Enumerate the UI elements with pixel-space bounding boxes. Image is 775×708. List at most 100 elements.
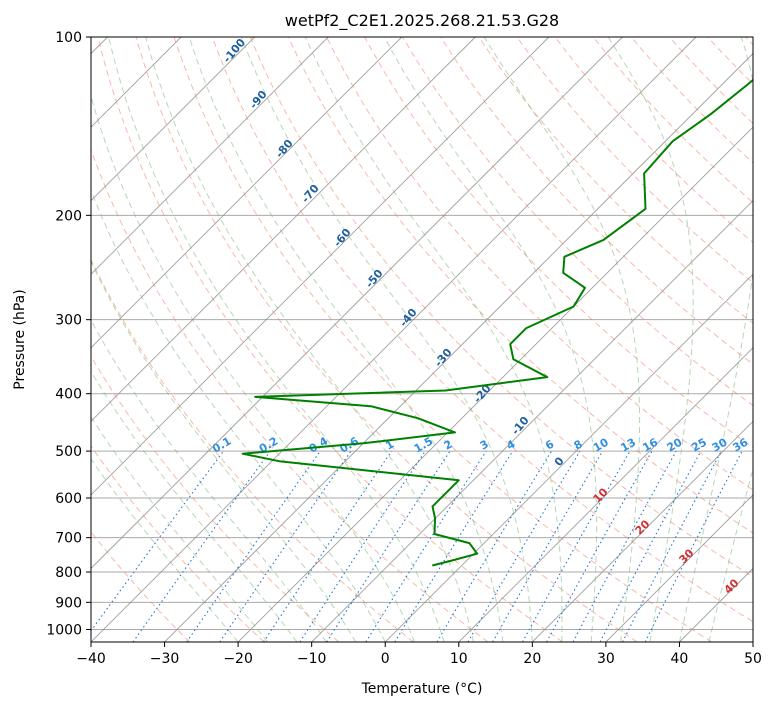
x-tick-label: 10 [450,651,468,667]
mixing-ratio-line [219,450,352,642]
dry-adiabat-line [91,531,191,642]
dry-adiabat-label: -30 [432,346,455,370]
dry-adiabat-line [707,37,753,85]
mixing-ratio-line [436,450,552,642]
mixing-ratio-line [186,450,321,642]
isotherm-line [458,347,753,642]
mixing-ratio-label: 8 [572,438,585,453]
isotherm-line [752,641,753,642]
y-tick-label: 300 [55,313,82,329]
isotherm-line [237,126,753,642]
isotherm-line [605,494,753,642]
moist-adiabat-line [384,37,598,642]
isotherm-line [91,37,255,202]
isotherm-line [91,37,403,349]
mixing-ratio-label: 30 [710,435,730,454]
dry-adiabat-label: -50 [363,267,386,291]
dry-adiabat-line [745,37,753,46]
moist-adiabat-line [483,37,641,642]
y-tick-label: 200 [55,208,82,224]
isotherm-line [91,37,476,422]
isotherm-line [91,37,550,496]
mixing-ratio-line [299,450,426,642]
mixing-ratio-line [572,450,677,642]
x-tick-label: 20 [523,651,541,667]
y-tick-label: 500 [55,444,82,460]
profile-series [241,37,775,567]
axes: −40 −30 −20 −10 0 10 20 30 40 5010020030040050060… [46,30,762,667]
mixing-ratio-line [326,450,451,642]
dry-adiabat-line [516,37,753,284]
moist-adiabat-line [241,37,533,642]
isotherm-line [311,200,753,642]
mixing-ratio-label: 6 [543,437,556,452]
background-lines [91,37,753,642]
dry-adiabat-label: -80 [273,137,296,161]
dry-adiabat-label: -10 [509,414,532,438]
moist-adiabat-line [91,188,386,642]
mixing-ratio-line [644,450,743,642]
mixing-ratio-line [467,450,581,642]
x-tick-label: 30 [597,651,615,667]
moist-adiabat-line [708,466,753,642]
dry-adiabat-line [173,37,713,642]
dry-adiabat-line [91,445,265,642]
dry-adiabat-line [97,37,563,642]
dry-adiabat-line [440,37,753,365]
dry-adiabat-label: -70 [299,182,322,206]
moist-adiabat-line [91,458,239,642]
mixing-ratio-label: 0.1 [210,435,233,456]
mixing-ratio-label: 36 [730,435,750,454]
dry-adiabat-label: -40 [397,306,420,330]
moist-adiabat-label: 20 [633,517,653,537]
moist-adiabat-line [304,37,563,642]
x-tick-label: −30 [150,651,180,667]
y-tick-label: 700 [55,531,82,547]
mixing-ratio-label: 10 [591,435,611,454]
mixing-ratio-line [365,450,487,642]
dry-adiabat-line [211,37,753,623]
dewpoint-profile-line [241,78,753,567]
moist-adiabat-line [91,370,298,642]
mixing-ratio-label: 0.4 [307,434,331,455]
dry-adiabat-line [91,355,340,642]
dry-adiabat-line [287,37,753,534]
y-tick-label: 400 [55,387,82,403]
y-tick-label: 600 [55,491,82,507]
mixing-ratio-line [599,450,702,642]
dry-adiabat-line [91,258,414,642]
x-tick-label: −10 [297,651,327,667]
mixing-ratio-label: 2 [442,438,455,453]
chart-title: wetPf2_C2E1.2025.268.21.53.G28 [285,11,559,31]
isotherm-line [91,37,329,275]
moist-adiabat-line [145,37,474,642]
mixing-ratio-label: 16 [640,435,660,454]
mixing-ratio-line [132,450,271,642]
isotherm-line [532,420,753,642]
moist-adiabat-line [188,37,504,642]
y-tick-label: 1000 [46,622,82,638]
moist-adiabat-label: 10 [591,485,611,505]
y-tick-label: 800 [55,565,82,581]
line-labels: 0.1 0.2 0.4 0.6 1 1.5 2 3 4 6 8 10 13 16 20 25 30 36-100-… [210,37,750,597]
moist-adiabat-line [678,37,753,642]
y-axis-label: Pressure (hPa) [12,289,28,389]
moist-adiabat-line [91,416,268,642]
x-tick-label: −20 [223,651,253,667]
dry-adiabat-line [554,37,753,244]
dry-adiabat-line [478,37,753,324]
x-axis-label: Temperature (°C) [361,681,483,697]
dry-adiabat-label: -60 [331,226,354,250]
plot-frame [90,36,754,643]
x-tick-label: −40 [76,651,106,667]
temperature-profile-line [754,37,775,567]
x-tick-label: 50 [744,651,762,667]
moist-adiabat-line [91,94,416,642]
moist-adiabat-line [108,37,445,642]
mixing-ratio-line [91,450,224,632]
isotherm-line [679,567,753,642]
dry-adiabat-label: 0 [552,454,567,468]
mixing-ratio-label: 25 [689,436,709,455]
mixing-ratio-line [263,450,392,642]
